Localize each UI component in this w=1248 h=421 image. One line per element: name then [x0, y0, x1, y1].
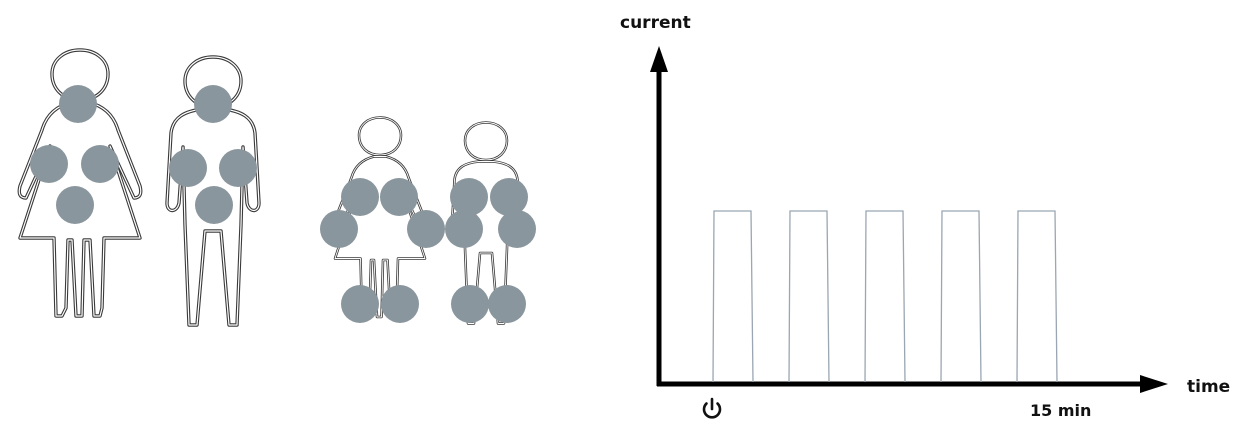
electrode-pad: [195, 186, 233, 224]
current-pulse: [940, 210, 982, 383]
electrode-pad: [30, 145, 68, 183]
child-female-figure: [320, 116, 445, 323]
pulse-train: [712, 210, 1058, 383]
electrode-pad: [219, 149, 257, 187]
electrode-pad: [380, 178, 418, 216]
electrode-pad: [320, 210, 358, 248]
current-pulse: [712, 210, 754, 383]
electrode-pad: [56, 186, 94, 224]
electrode-pad: [341, 178, 379, 216]
electrode-pad: [194, 85, 232, 123]
electrode-pad: [169, 149, 207, 187]
electrode-pad: [381, 285, 419, 323]
current-pulse: [864, 210, 906, 383]
electrode-pad: [450, 178, 488, 216]
current-pulse: [788, 210, 830, 383]
child-male-figure: [445, 121, 536, 325]
adult-male-figure: [165, 55, 261, 327]
body-figures-with-pads: [17, 48, 536, 327]
current-pulse: [1016, 210, 1058, 383]
electrode-pad: [341, 285, 379, 323]
electrode-pad: [498, 210, 536, 248]
x-axis-label: time: [1187, 377, 1230, 397]
electrode-pad: [407, 210, 445, 248]
y-axis-arrow: [650, 46, 668, 72]
end-time-label: 15 min: [1030, 401, 1091, 420]
adult-female-figure: [17, 48, 143, 318]
electrode-pad: [59, 85, 97, 123]
y-axis-label: current: [620, 13, 691, 33]
electrode-pad: [451, 285, 489, 323]
electrode-pad: [488, 285, 526, 323]
x-axis-arrow: [1140, 375, 1168, 393]
power-icon: [702, 397, 722, 419]
electrode-pad: [490, 178, 528, 216]
current-time-chart: current time 15 min: [620, 13, 1230, 420]
electrode-pad: [445, 210, 483, 248]
electrode-pad: [81, 145, 119, 183]
